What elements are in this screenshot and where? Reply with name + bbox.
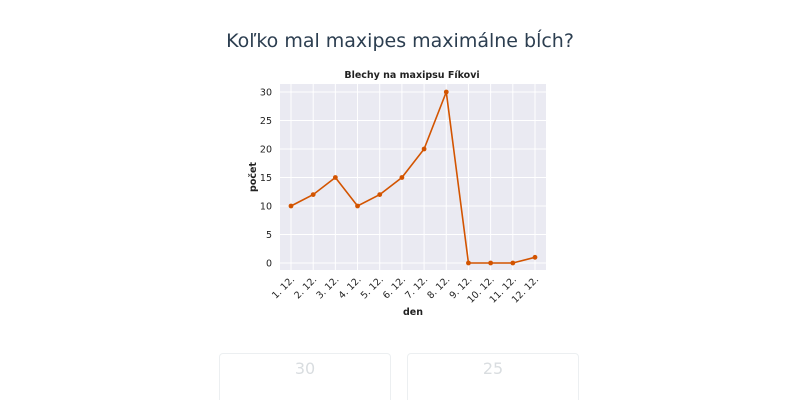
data-point — [377, 192, 383, 198]
x-tick-label: 4. 12. — [337, 274, 364, 301]
x-tick-label: 1. 12. — [270, 274, 297, 301]
x-tick-label: 2. 12. — [292, 274, 319, 301]
y-tick-label: 25 — [260, 116, 272, 127]
data-point — [288, 203, 294, 209]
y-tick-label: 5 — [266, 230, 272, 241]
data-point — [399, 175, 405, 180]
x-tick-label: 3. 12. — [314, 274, 341, 301]
data-point — [332, 175, 338, 180]
y-tick-label: 10 — [260, 202, 272, 213]
y-tick-label: 0 — [266, 259, 272, 270]
chart-title: Blechy na maxipsu Fíkovi — [344, 70, 479, 81]
y-tick-label: 30 — [260, 88, 272, 99]
question-text: Koľko mal maxipes maximálne bĺch? — [226, 30, 574, 52]
y-axis-label: počet — [248, 162, 259, 192]
x-tick-label: 8. 12. — [425, 274, 452, 301]
data-point — [466, 260, 471, 266]
data-point — [355, 203, 360, 209]
answer-option-25[interactable]: 25 — [407, 353, 579, 400]
x-tick-label: 7. 12. — [403, 274, 430, 301]
data-point — [510, 260, 516, 266]
series-points — [288, 89, 538, 266]
y-tick-label: 15 — [260, 173, 272, 184]
data-point — [532, 254, 538, 260]
answer-option-30[interactable]: 30 — [219, 353, 391, 400]
data-point — [488, 260, 494, 266]
x-axis-label: den — [403, 307, 423, 318]
series-line — [290, 91, 536, 264]
data-point — [310, 192, 316, 198]
data-point — [421, 146, 427, 152]
x-tick-label: 5. 12. — [359, 274, 386, 301]
y-axis-ticks: 0 5 10 15 20 25 30 — [260, 88, 272, 270]
y-tick-label: 20 — [260, 145, 272, 156]
flea-line-chart: Blechy na maxipsu Fíkovi 0 5 10 15 20 25 30 1.… — [248, 70, 546, 318]
data-point — [443, 89, 449, 95]
x-tick-label: 6. 12. — [381, 274, 408, 301]
x-axis-ticks: 1. 12.2. 12.3. 12.4. 12.5. 12.6. 12.7. 1… — [270, 274, 541, 305]
